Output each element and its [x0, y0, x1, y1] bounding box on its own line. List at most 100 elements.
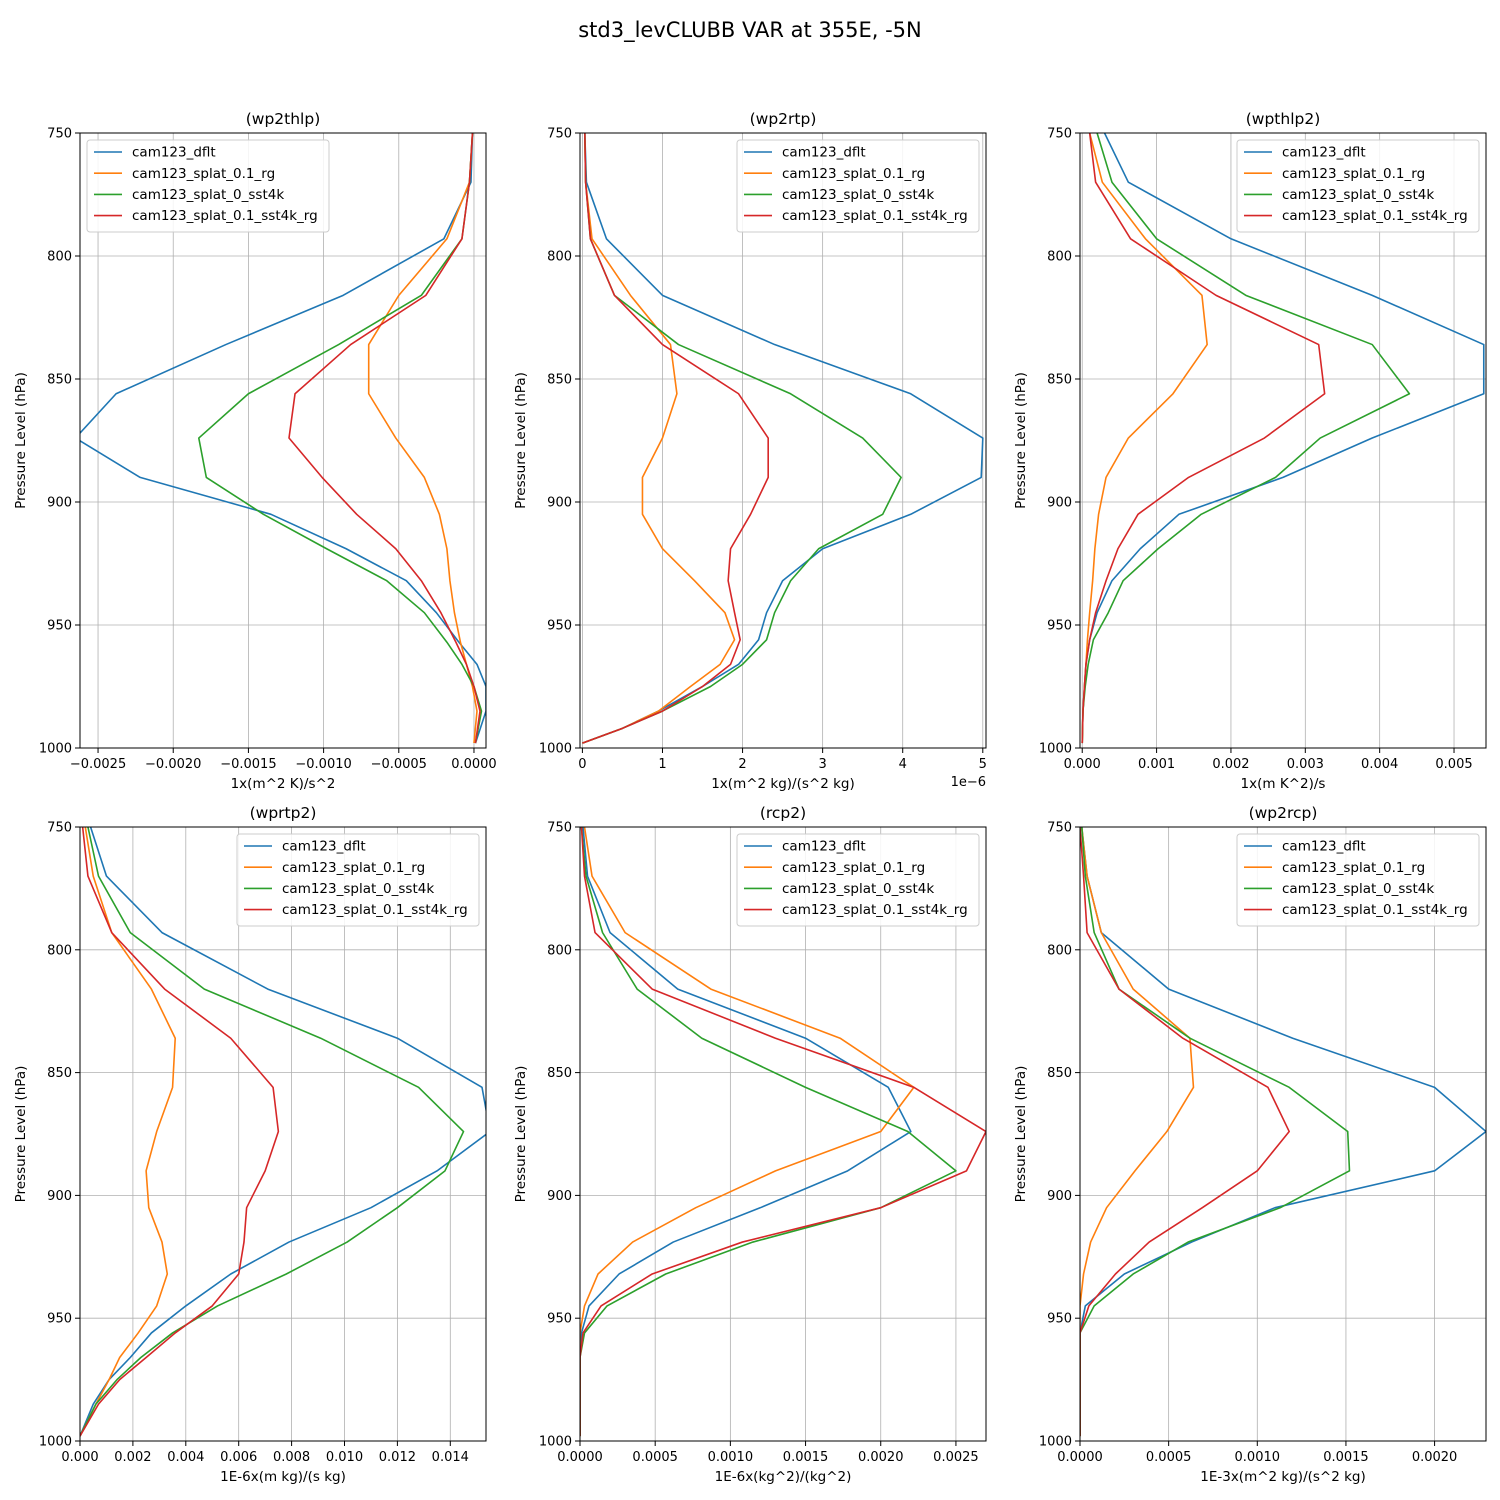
series-line-cam123_splat_0.1_sst4k_rg	[580, 827, 986, 1437]
series-line-cam123_dflt	[80, 133, 486, 744]
y-tick-label: 750	[1047, 821, 1072, 836]
legend-box	[236, 833, 480, 927]
x-tick-label: 4	[899, 757, 907, 772]
x-tick-label: −0.0010	[295, 757, 351, 772]
x-axis-label: 1x(m^2 K)/s^2	[231, 776, 336, 792]
series-group	[1080, 827, 1486, 1437]
x-tick-label: 0.0005	[1146, 1450, 1192, 1465]
x-tick-label: 0.0020	[858, 1450, 904, 1465]
x-tick-label: 0.0025	[933, 1450, 979, 1465]
x-tick-label: 0.0010	[1235, 1450, 1281, 1465]
legend-entry: cam123_dflt	[782, 145, 866, 161]
y-axis-label: Pressure Level (hPa)	[513, 372, 529, 509]
y-tick-label: 1000	[1039, 742, 1072, 757]
x-tick-label: −0.0005	[371, 757, 427, 772]
x-tick-label: −0.0025	[70, 757, 126, 772]
legend-entry: cam123_splat_0.1_rg	[782, 860, 925, 876]
y-tick-label: 900	[1047, 496, 1072, 511]
legend-entry: cam123_splat_0_sst4k	[782, 881, 934, 897]
x-tick-label: 0.0015	[783, 1450, 829, 1465]
y-tick-label: 800	[547, 943, 572, 958]
axes-frame	[79, 132, 487, 749]
x-tick-label: 1	[658, 757, 666, 772]
y-tick-label: 950	[47, 619, 72, 634]
legend-box	[86, 139, 330, 233]
legend: cam123_dflt cam123_splat_0.1_rg cam123_spl…	[1236, 833, 1480, 927]
y-tick-label: 800	[47, 943, 72, 958]
y-tick-label: 950	[547, 619, 572, 634]
axes-frame	[1079, 826, 1487, 1442]
legend-entry: cam123_dflt	[782, 839, 866, 855]
series-group	[80, 133, 486, 744]
series-line-cam123_splat_0.1_rg	[80, 827, 177, 1437]
subplot-wp2rcp: 0.0000 0.0005 0.0010 0.0015 0.0020 750 800 850 9…	[1013, 804, 1487, 1485]
legend-entry: cam123_splat_0.1_sst4k_rg	[782, 208, 968, 224]
legend-entry: cam123_splat_0.1_sst4k_rg	[1282, 208, 1468, 224]
legend-entry: cam123_splat_0_sst4k	[1282, 881, 1434, 897]
x-tick-label: 2	[738, 757, 746, 772]
series-line-cam123_splat_0_sst4k	[1080, 827, 1351, 1437]
y-tick-label: 850	[1047, 373, 1072, 388]
y-tick-label: 1000	[1039, 1435, 1072, 1450]
series-line-cam123_splat_0.1_sst4k_rg	[1080, 827, 1291, 1437]
x-tick-label: 0.006	[220, 1450, 257, 1465]
x-tick-label: 0.0010	[708, 1450, 754, 1465]
legend-box	[1236, 833, 1480, 927]
y-axis-label: Pressure Level (hPa)	[1013, 372, 1029, 509]
x-axis-label: 1x(m^2 kg)/(s^2 kg)	[711, 776, 855, 792]
series-group	[80, 827, 486, 1437]
series-line-cam123_splat_0.1_rg	[582, 133, 736, 744]
x-tick-label: 0.001	[1138, 757, 1175, 772]
y-tick-label: 750	[47, 127, 72, 142]
subplot-title: (wpthlp2)	[1246, 110, 1321, 128]
series-line-cam123_splat_0.1_rg	[580, 827, 915, 1437]
series-group	[1081, 133, 1485, 744]
subplot-wp2rtp: 0 1 2 3 4 5 750 800 850 900 950 1000 1e−6 1x(m^2 kg)/…	[513, 110, 987, 792]
x-tick-label: 5	[979, 757, 987, 772]
x-tick-label: 0.004	[1361, 757, 1398, 772]
y-tick-label: 950	[47, 1312, 72, 1327]
x-tick-label: 0.000	[61, 1450, 98, 1465]
subplot-wp2thlp: −0.0025 −0.0020 −0.0015 −0.0010 −0.0005 0.000…	[13, 110, 497, 792]
legend-entry: cam123_splat_0.1_sst4k_rg	[282, 902, 468, 918]
legend-entry: cam123_splat_0.1_rg	[1282, 166, 1425, 182]
legend-box	[736, 139, 980, 233]
x-tick-label: 0.0020	[1412, 1450, 1458, 1465]
series-line-cam123_dflt	[1080, 827, 1486, 1437]
x-tick-label: 0.012	[379, 1450, 416, 1465]
x-tick-label: 0.004	[167, 1450, 204, 1465]
subplot-wprtp2: 0.000 0.002 0.004 0.006 0.008 0.010 0.012 0.014…	[13, 804, 487, 1485]
subplot-title: (wp2rcp)	[1249, 804, 1318, 822]
x-tick-label: 3	[818, 757, 826, 772]
x-tick-label: 0.0005	[632, 1450, 678, 1465]
legend-entry: cam123_splat_0.1_rg	[1282, 860, 1425, 876]
legend-box	[1236, 139, 1480, 233]
legend: cam123_dflt cam123_splat_0.1_rg cam123_spl…	[86, 139, 330, 233]
x-tick-label: 0.002	[114, 1450, 151, 1465]
y-tick-label: 950	[547, 1312, 572, 1327]
y-tick-label: 1000	[539, 1435, 572, 1450]
y-tick-label: 750	[547, 127, 572, 142]
figure-title: std3_levCLUBB VAR at 355E, -5N	[578, 18, 922, 43]
y-axis-label: Pressure Level (hPa)	[513, 1066, 529, 1203]
x-tick-label: 0.0015	[1323, 1450, 1369, 1465]
subplot-title: (wp2rtp)	[750, 110, 817, 128]
legend-entry: cam123_splat_0_sst4k	[132, 187, 284, 203]
series-group	[580, 827, 986, 1437]
axes-frame	[579, 826, 987, 1442]
legend: cam123_dflt cam123_splat_0.1_rg cam123_spl…	[1236, 139, 1480, 233]
legend-entry: cam123_dflt	[1282, 839, 1366, 855]
y-axis-label: Pressure Level (hPa)	[13, 1066, 29, 1203]
x-tick-label: −0.0020	[145, 757, 201, 772]
y-tick-label: 1000	[39, 1435, 72, 1450]
y-tick-label: 900	[547, 496, 572, 511]
x-tick-label: 0.014	[432, 1450, 469, 1465]
legend-entry: cam123_splat_0.1_sst4k_rg	[132, 208, 318, 224]
axes-frame	[1079, 132, 1487, 749]
legend-entry: cam123_dflt	[132, 145, 216, 161]
subplot-title: (wp2thlp)	[246, 110, 321, 128]
y-tick-label: 1000	[39, 742, 72, 757]
y-tick-label: 850	[47, 373, 72, 388]
series-line-cam123_splat_0.1_sst4k_rg	[80, 827, 280, 1437]
x-tick-label: 0.0000	[451, 757, 497, 772]
